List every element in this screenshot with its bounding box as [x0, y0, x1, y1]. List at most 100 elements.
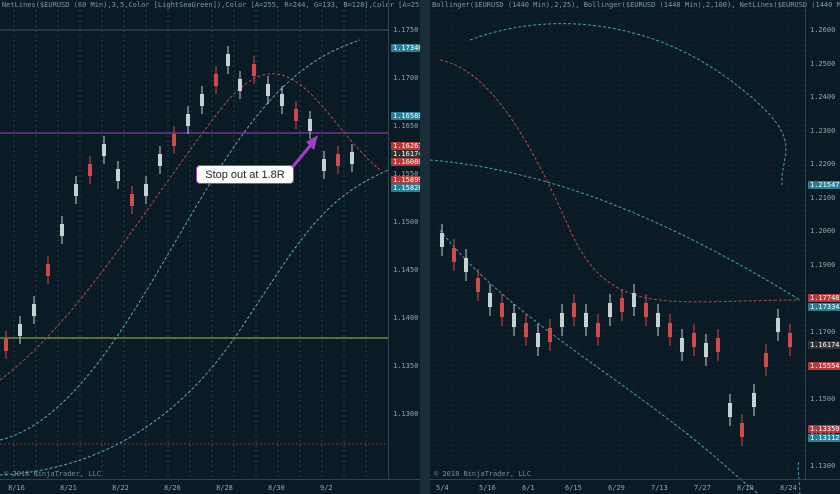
price-tag: 1.15554: [808, 362, 840, 370]
price-tag: 1.15899: [391, 176, 420, 184]
y-tick-label: 1.2400: [810, 93, 836, 101]
candle-body: [740, 423, 744, 437]
candle-body: [60, 224, 64, 236]
candle-body: [548, 328, 552, 342]
price-tag: 1.17748: [808, 294, 840, 302]
outer-band-lower: [439, 229, 801, 494]
y-tick-label: 1.1350: [393, 362, 419, 370]
x-tick-label: 6/29: [608, 484, 625, 492]
candle-body: [308, 119, 312, 131]
candle-body: [116, 169, 120, 181]
lower-band: [0, 169, 389, 476]
price-tag: 1.16261: [391, 142, 420, 150]
y-tick-label: 1.1900: [810, 260, 836, 269]
candle-body: [130, 194, 134, 206]
candle-body: [280, 94, 284, 106]
y-tick-label: 1.1700: [393, 74, 419, 82]
candle-body: [46, 264, 50, 276]
upper-band: [0, 39, 361, 441]
x-tick-label: 7/13: [651, 484, 668, 492]
candle-body: [668, 323, 672, 337]
x-tick-label: 5/16: [479, 484, 496, 492]
outer-band-upper: [469, 23, 787, 186]
y-axis: 1.2600 1.2500 1.2400 1.2300 1.2200 1.2100 1.20…: [805, 0, 840, 480]
y-tick-label: 1.1650: [393, 122, 419, 130]
x-tick-label: 7/27: [694, 484, 711, 492]
y-tick-label: 1.2500: [810, 59, 836, 68]
daily-chart-canvas: [430, 10, 803, 494]
x-tick-label: 8/21: [60, 484, 77, 492]
candle-body: [476, 278, 480, 292]
price-tag: 1.17334: [808, 303, 840, 311]
hourly-chart-header: NetLines($EURUSD (60 Min),3,5,Color [Lig…: [2, 1, 420, 9]
x-tick-label: 9/2: [320, 484, 333, 492]
candle-body: [200, 94, 204, 106]
candle-body: [336, 154, 340, 166]
candle-body: [464, 258, 468, 272]
candle-body: [294, 109, 298, 121]
candle-body: [214, 74, 218, 86]
y-tick-label: 1.1750: [393, 26, 419, 34]
x-tick-label: 8/22: [112, 484, 129, 492]
pane-divider[interactable]: [420, 0, 430, 494]
y-tick-label: 1.1500: [810, 394, 836, 403]
arrow-head: [306, 135, 318, 150]
price-tag: 1.15826: [391, 184, 420, 192]
y-tick-label: 1.2600: [810, 26, 836, 34]
y-tick-label: 1.2000: [810, 227, 836, 235]
y-tick-label: 1.2100: [810, 193, 836, 202]
y-axis: 1.1750 1.1700 1.1650 1.1550 1.1500 1.1450 1.14…: [388, 0, 420, 480]
y-tick-label: 1.1300: [810, 461, 836, 470]
x-tick-label: 5/4: [436, 484, 449, 492]
candle-body: [644, 303, 648, 317]
price-tag: 1.13359: [808, 425, 840, 433]
candle-body: [4, 339, 8, 351]
candle-body: [440, 233, 444, 247]
y-tick-label: 1.2200: [810, 160, 836, 168]
candle-body: [716, 338, 720, 352]
candle-body: [776, 318, 780, 332]
copyright-text: © 2018 NinjaTrader, LLC: [4, 470, 101, 478]
candle-body: [172, 134, 176, 146]
price-tag: 1.13112: [808, 434, 840, 442]
y-tick-label: 1.1550: [393, 170, 419, 178]
daily-chart-pane[interactable]: Bollinger($EURUSD (1440 Min),2,25), Boll…: [430, 0, 840, 494]
price-tag: 1.21547: [808, 181, 840, 189]
candle-body: [18, 324, 22, 336]
inner-band: [430, 159, 801, 301]
candle-body: [728, 403, 732, 417]
middle-band: [0, 73, 381, 381]
y-tick-label: 1.1400: [393, 314, 419, 322]
candle-body: [752, 393, 756, 407]
candle-body: [584, 313, 588, 327]
candle-body: [158, 154, 162, 166]
candle-body: [74, 184, 78, 196]
candle-body: [656, 313, 660, 327]
candle-body: [350, 152, 354, 164]
candle-body: [524, 323, 528, 337]
candle-body: [488, 293, 492, 307]
y-tick-label: 1.1500: [393, 218, 419, 226]
candle-body: [102, 144, 106, 156]
candle-body: [536, 333, 540, 347]
x-tick-label: 6/15: [565, 484, 582, 492]
candle-body: [680, 338, 684, 352]
candle-body: [186, 114, 190, 126]
candle-body: [596, 323, 600, 337]
y-tick-label: 1.2300: [810, 126, 836, 135]
candle-body: [252, 64, 256, 76]
y-tick-label: 1.1450: [393, 266, 419, 274]
hourly-chart-pane[interactable]: NetLines($EURUSD (60 Min),3,5,Color [Lig…: [0, 0, 420, 494]
price-tag: 1.16174: [391, 150, 420, 158]
candle-body: [632, 293, 636, 307]
candle-body: [512, 313, 516, 327]
candle-body: [88, 164, 92, 176]
candle-body: [322, 159, 326, 171]
candle-body: [608, 303, 612, 317]
candle-body: [238, 79, 242, 91]
candle-body: [764, 353, 768, 367]
candle-body: [452, 248, 456, 262]
price-tag: 1.16174: [808, 341, 840, 349]
x-tick-label: 8/16: [8, 484, 25, 492]
x-tick-label: 8/26: [164, 484, 181, 492]
